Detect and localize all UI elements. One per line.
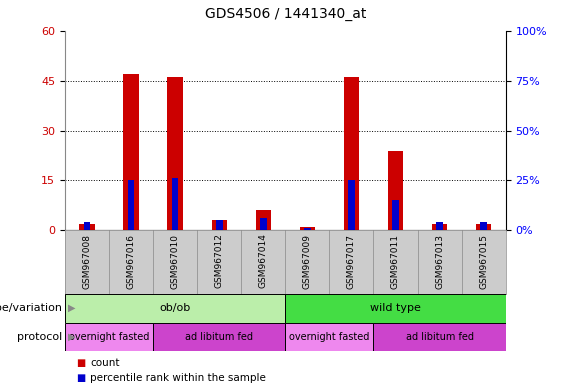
Bar — [388, 151, 403, 230]
Bar — [285, 294, 506, 323]
Bar — [392, 200, 399, 230]
Text: GSM967014: GSM967014 — [259, 233, 268, 288]
Bar — [299, 227, 315, 230]
Bar — [285, 323, 373, 351]
Bar — [480, 222, 487, 230]
Bar — [344, 77, 359, 230]
Text: GSM967010: GSM967010 — [171, 233, 180, 288]
Bar — [476, 224, 492, 230]
Bar — [123, 74, 139, 230]
Bar — [216, 220, 223, 230]
Bar — [84, 222, 90, 230]
Bar — [211, 220, 227, 230]
Text: genotype/variation: genotype/variation — [0, 303, 62, 313]
Text: GSM967015: GSM967015 — [479, 233, 488, 288]
Text: protocol: protocol — [17, 332, 62, 342]
Bar — [373, 323, 506, 351]
Bar — [172, 179, 179, 230]
Text: ob/ob: ob/ob — [159, 303, 191, 313]
Bar — [65, 294, 285, 323]
Text: GSM967011: GSM967011 — [391, 233, 400, 288]
Bar — [79, 224, 95, 230]
Text: percentile rank within the sample: percentile rank within the sample — [90, 373, 266, 383]
Bar — [304, 228, 311, 230]
Bar — [436, 222, 443, 230]
Bar — [65, 323, 153, 351]
Text: count: count — [90, 358, 120, 368]
Text: overnight fasted: overnight fasted — [69, 332, 149, 342]
Bar — [260, 218, 267, 230]
Bar — [255, 210, 271, 230]
Text: ■: ■ — [76, 358, 85, 368]
Text: wild type: wild type — [370, 303, 421, 313]
Text: ad libitum fed: ad libitum fed — [406, 332, 473, 342]
Bar — [167, 77, 183, 230]
Text: GSM967012: GSM967012 — [215, 233, 224, 288]
Text: GSM967017: GSM967017 — [347, 233, 356, 288]
Bar — [432, 224, 447, 230]
Text: GSM967009: GSM967009 — [303, 233, 312, 288]
Text: ▶: ▶ — [68, 303, 75, 313]
Text: ad libitum fed: ad libitum fed — [185, 332, 253, 342]
Text: ▶: ▶ — [68, 332, 75, 342]
Text: GDS4506 / 1441340_at: GDS4506 / 1441340_at — [205, 7, 366, 21]
Bar — [128, 180, 134, 230]
Text: ■: ■ — [76, 373, 85, 383]
Bar — [153, 323, 285, 351]
Text: GSM967013: GSM967013 — [435, 233, 444, 288]
Text: overnight fasted: overnight fasted — [289, 332, 370, 342]
Text: GSM967016: GSM967016 — [127, 233, 136, 288]
Text: GSM967008: GSM967008 — [82, 233, 92, 288]
Bar — [348, 180, 355, 230]
